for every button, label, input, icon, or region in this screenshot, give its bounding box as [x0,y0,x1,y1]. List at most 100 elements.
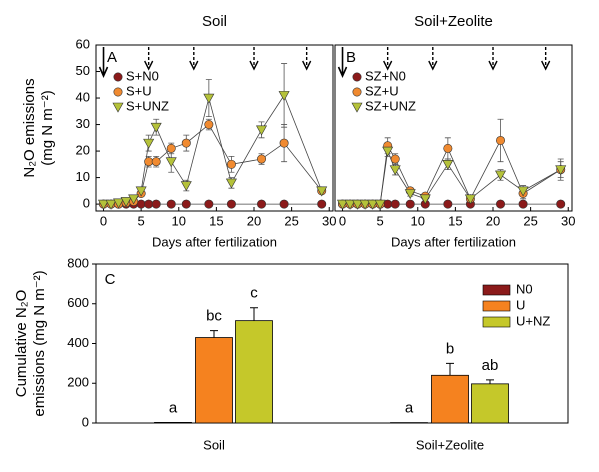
marker [204,199,214,209]
significance-letter: b [446,340,454,357]
y-tick-label: 40 [76,89,90,104]
fertilization-arrow [337,47,348,78]
significance-letter: c [250,285,258,302]
marker [226,199,236,209]
marker [113,198,125,209]
error-bar [446,362,454,376]
legend-swatch [482,316,511,328]
legend-marker [351,102,363,113]
panel-title: Soil [202,13,227,30]
marker [166,143,176,153]
marker [166,199,176,209]
error-bar [250,307,258,321]
legend-marker [112,102,124,113]
marker [442,160,454,170]
marker [443,199,453,209]
marker [496,135,506,145]
bar [431,374,469,424]
y-tick-label: 10 [76,169,90,184]
legend-marker [352,72,362,82]
x-tick-label: 15 [448,213,462,228]
legend-label: N0 [516,281,533,296]
significance-letter: a [169,399,178,416]
marker [405,199,415,209]
x-tick-label: 25 [523,213,537,228]
marker [374,199,386,210]
marker [555,165,567,176]
x-tick-label: Soil [203,437,225,452]
error-bar [210,330,218,338]
marker [144,157,154,167]
y-tick-label: 30 [76,116,90,131]
panel-label: A [107,49,117,66]
x-axis-label: Days after fertilization [152,234,277,249]
x-tick-label: 20 [247,213,261,228]
arrow-head [302,60,312,71]
marker [151,157,161,167]
fertilization-arrow [98,47,109,78]
marker [344,199,356,210]
significance-letter: bc [206,308,222,325]
marker [337,199,349,210]
panel-label: C [105,271,116,288]
marker [151,199,161,209]
arrow-head [144,60,154,71]
panel-label: B [346,49,356,66]
y-axis-label: Cumulative N₂O [13,290,30,398]
legend-label: U [516,297,525,312]
y-tick-label: 20 [76,143,90,158]
marker [518,199,528,209]
marker [517,186,529,197]
marker [135,186,147,197]
marker [279,138,289,148]
marker [143,138,155,149]
legend-swatch [482,300,511,312]
y-tick-label: 600 [67,295,89,310]
marker [203,93,215,104]
arrow-head [383,60,393,71]
series-line [103,123,323,205]
legend-label: S+UNZ [126,98,169,113]
arrow-head [428,60,438,71]
error-bar [486,379,494,384]
y-tick-label: 800 [67,255,89,270]
x-tick-label: 10 [411,213,425,228]
marker [98,199,110,210]
marker [279,199,289,209]
marker [226,159,236,169]
y-axis-label: N₂O emissions [21,78,38,177]
marker [419,194,431,205]
arrow-head [249,60,259,71]
x-tick-label: Soil+Zeolite [416,437,484,452]
marker [443,143,453,153]
legend-swatch [482,284,511,296]
panel-title: Soil+Zeolite [414,13,493,30]
significance-letter: ab [482,357,499,374]
y-tick-label: 400 [67,335,89,350]
x-tick-label: 5 [377,213,384,228]
marker [352,199,364,210]
y-tick-label: 0 [83,196,90,211]
marker [359,199,371,210]
legend-marker [113,87,123,97]
marker [404,189,416,200]
x-tick-label: 30 [561,213,575,228]
marker [316,186,328,197]
bar [471,383,509,424]
y-axis-label: (mg N m⁻²) [39,90,56,165]
x-tick-label: 30 [322,213,336,228]
marker [204,120,214,130]
y-tick-label: 200 [67,375,89,390]
marker [367,199,379,210]
bar [235,320,273,424]
legend-marker [352,87,362,97]
marker [382,146,394,157]
marker [464,194,476,205]
marker [390,154,400,164]
y-tick-label: 50 [76,63,90,78]
marker [278,91,290,102]
marker [495,170,507,181]
marker [128,194,140,205]
arrow-head [488,60,498,71]
